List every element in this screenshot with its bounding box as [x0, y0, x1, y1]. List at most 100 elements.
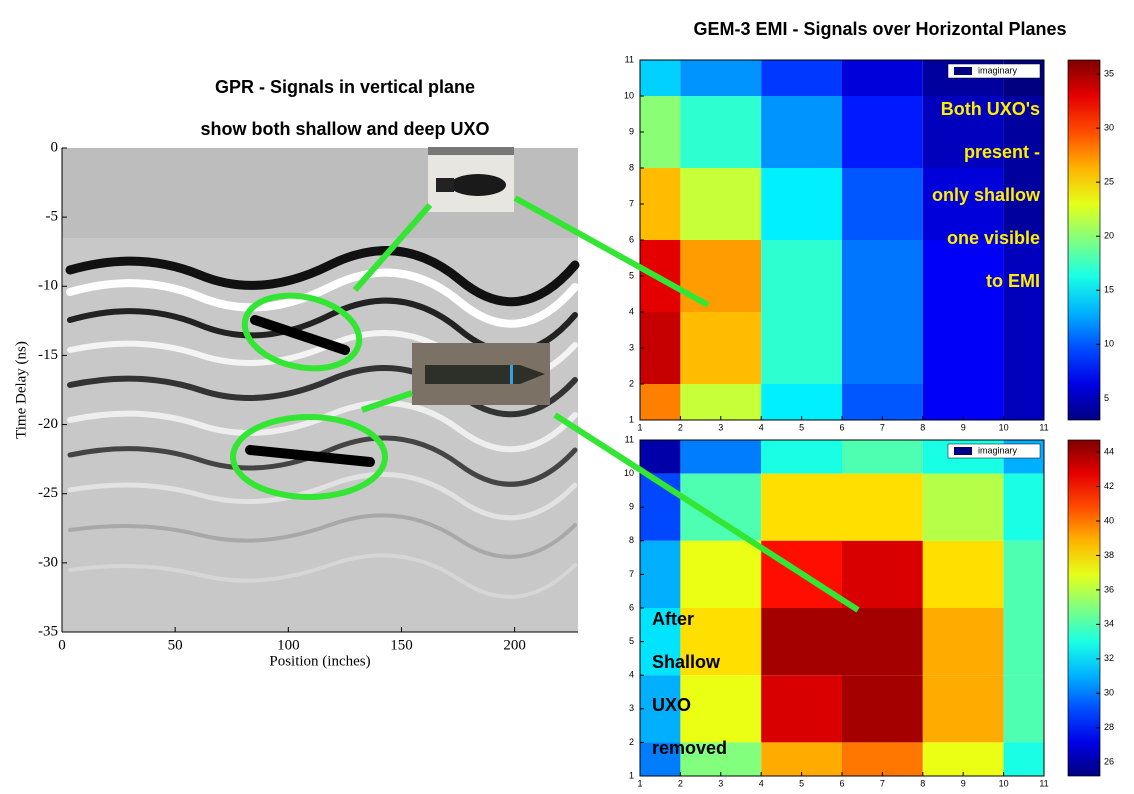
y-tick-label: 11	[625, 434, 634, 444]
heatmap-cell	[640, 608, 681, 676]
heatmap-cell	[922, 608, 1004, 676]
x-tick-label: 8	[920, 778, 925, 788]
heatmap-cell	[922, 473, 1004, 541]
heatmap-cell	[922, 742, 1004, 776]
annotation: Shallow	[652, 652, 721, 672]
heatmap-cell	[842, 540, 923, 608]
heatmap-cell	[1003, 168, 1044, 240]
heatmap-cell	[1003, 742, 1044, 776]
colorbar-tick-label: 28	[1104, 722, 1114, 732]
x-tick-label: 7	[880, 422, 885, 432]
heatmap-cell	[680, 240, 762, 312]
y-tick-label: 3	[629, 342, 634, 352]
colorbar-tick-label: 40	[1104, 515, 1114, 525]
y-tick-label: -20	[38, 416, 58, 432]
x-tick-label: 5	[799, 778, 804, 788]
heatmap-cell	[680, 384, 762, 420]
legend-label: imaginary	[978, 65, 1018, 75]
x-tick-label: 9	[961, 778, 966, 788]
heatmap-cell	[922, 540, 1004, 608]
annotation: present -	[964, 142, 1040, 162]
gpr-title: show both shallow and deep UXO	[200, 119, 489, 139]
heatmap-cell	[922, 96, 1004, 168]
colorbar-tick-label: 10	[1104, 339, 1114, 349]
colorbar-tick-label: 5	[1104, 393, 1109, 403]
heatmap-cell	[680, 540, 762, 608]
heatmap-cell	[1003, 312, 1044, 384]
y-tick-label: 4	[629, 670, 634, 680]
gpr-title: GPR - Signals in vertical plane	[215, 77, 475, 97]
x-tick-label: 5	[799, 422, 804, 432]
heatmap-cells	[640, 60, 1044, 420]
heatmap-cell	[640, 440, 681, 474]
heatmap-cell	[761, 96, 842, 168]
y-tick-label: 9	[629, 126, 634, 136]
y-axis-label: Time Delay (ns)	[13, 341, 29, 439]
y-tick-label: 6	[629, 234, 634, 244]
heatmap-cell	[761, 168, 842, 240]
heatmap-cell	[761, 240, 842, 312]
y-tick-label: 7	[629, 198, 634, 208]
annotation: only shallow	[932, 185, 1041, 205]
colorbar-tick-label: 42	[1104, 481, 1114, 491]
y-tick-label: 5	[629, 270, 634, 280]
heatmap-cell	[1003, 240, 1044, 312]
x-tick-label: 11	[1039, 778, 1048, 788]
x-tick-label: 6	[839, 778, 844, 788]
heatmap-cell	[842, 473, 923, 541]
x-tick-label: 4	[759, 422, 764, 432]
colorbar-tick-label: 30	[1104, 688, 1114, 698]
y-tick-label: 8	[629, 535, 634, 545]
x-tick-label: 2	[678, 778, 683, 788]
y-tick-label: 8	[629, 162, 634, 172]
annotation: UXO	[652, 695, 691, 715]
annotation: to EMI	[986, 271, 1040, 291]
heatmap-cell	[922, 384, 1004, 420]
annotation: one visible	[947, 228, 1040, 248]
heatmap-cell	[922, 312, 1004, 384]
y-tick-label: 1	[629, 414, 634, 424]
heatmap-cell	[842, 168, 923, 240]
heatmap-cell	[640, 540, 681, 608]
y-tick-label: 0	[51, 139, 59, 155]
colorbar-tick-label: 36	[1104, 584, 1114, 594]
heatmap-cells	[640, 440, 1044, 776]
x-tick-label: 6	[839, 422, 844, 432]
x-tick-label: 10	[999, 422, 1009, 432]
x-tick-label: 8	[920, 422, 925, 432]
annotation: Both UXO's	[941, 99, 1040, 119]
x-tick-label: 2	[678, 422, 683, 432]
heatmap-cell	[842, 312, 923, 384]
y-tick-label: 2	[629, 737, 634, 747]
x-tick-label: 200	[503, 637, 526, 653]
heatmap-cell	[842, 96, 923, 168]
x-tick-label: 0	[58, 637, 66, 653]
colorbar-tick-label: 15	[1104, 285, 1114, 295]
colorbar-tick-label: 20	[1104, 231, 1114, 241]
colorbar-tick-label: 44	[1104, 446, 1114, 456]
colorbar-tick-label: 35	[1104, 68, 1114, 78]
heatmap-cell	[640, 675, 681, 743]
y-tick-label: 1	[629, 770, 634, 780]
x-tick-label: 50	[168, 637, 183, 653]
y-tick-label: -15	[38, 347, 58, 363]
heatmap-cell	[680, 60, 762, 96]
uxo-photos	[412, 147, 550, 405]
y-tick-label: 6	[629, 602, 634, 612]
heatmap-cell	[842, 675, 923, 743]
annotation: After	[652, 609, 694, 629]
heatmap-cell	[1003, 540, 1044, 608]
heatmap-cell	[1003, 473, 1044, 541]
heatmap-cell	[842, 742, 923, 776]
legend-swatch	[954, 447, 972, 455]
heatmap-cell	[640, 742, 681, 776]
heatmap-cell	[680, 168, 762, 240]
y-tick-label: 7	[629, 569, 634, 579]
colorbar-tick-label: 30	[1104, 122, 1114, 132]
heatmap-cell	[842, 60, 923, 96]
heatmap-cell	[761, 675, 842, 743]
x-tick-label: 9	[961, 422, 966, 432]
heatmap-cell	[680, 742, 762, 776]
y-tick-label: 9	[629, 502, 634, 512]
x-tick-label: 10	[999, 778, 1009, 788]
